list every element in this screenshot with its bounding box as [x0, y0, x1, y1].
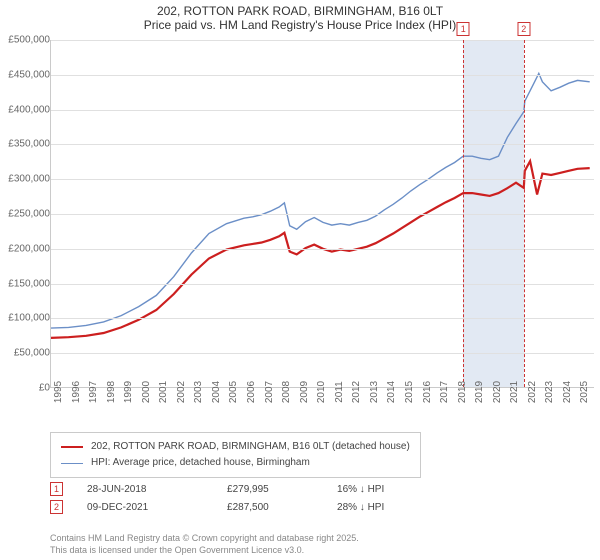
x-axis-label: 2013 — [369, 381, 380, 403]
x-axis-label: 2015 — [404, 381, 415, 403]
sale-marker-line — [524, 40, 525, 387]
chart-title: 202, ROTTON PARK ROAD, BIRMINGHAM, B16 0… — [0, 0, 600, 34]
sales-date: 28-JUN-2018 — [87, 484, 227, 495]
x-axis-label: 2019 — [474, 381, 485, 403]
gridline — [51, 179, 594, 180]
gridline — [51, 110, 594, 111]
gridline — [51, 284, 594, 285]
sales-diff: 16% ↓ HPI — [337, 484, 384, 495]
sale-marker-label: 1 — [457, 22, 470, 36]
x-axis-label: 2018 — [457, 381, 468, 403]
legend-swatch — [61, 446, 83, 448]
title-address: 202, ROTTON PARK ROAD, BIRMINGHAM, B16 0… — [0, 4, 600, 18]
sale-marker-label: 2 — [517, 22, 530, 36]
x-axis-label: 1997 — [88, 381, 99, 403]
x-axis-label: 1996 — [71, 381, 82, 403]
y-axis-label: £50,000 — [14, 348, 50, 359]
legend-label: HPI: Average price, detached house, Birm… — [91, 455, 310, 471]
x-axis-label: 1995 — [53, 381, 64, 403]
x-axis-label: 2006 — [246, 381, 257, 403]
x-axis-label: 2004 — [211, 381, 222, 403]
x-axis-label: 2003 — [193, 381, 204, 403]
series-hpi — [51, 73, 590, 328]
x-axis-label: 2024 — [562, 381, 573, 403]
legend-entry: 202, ROTTON PARK ROAD, BIRMINGHAM, B16 0… — [61, 439, 410, 455]
x-axis-label: 1999 — [123, 381, 134, 403]
sales-date: 09-DEC-2021 — [87, 502, 227, 513]
y-axis-label: £100,000 — [8, 313, 50, 324]
sales-diff: 28% ↓ HPI — [337, 502, 384, 513]
legend-label: 202, ROTTON PARK ROAD, BIRMINGHAM, B16 0… — [91, 439, 410, 455]
attribution-line2: This data is licensed under the Open Gov… — [50, 544, 359, 556]
x-axis-label: 2002 — [176, 381, 187, 403]
sales-marker: 1 — [50, 482, 63, 496]
x-axis-label: 2009 — [299, 381, 310, 403]
y-axis-label: £500,000 — [8, 35, 50, 46]
legend-entry: HPI: Average price, detached house, Birm… — [61, 455, 410, 471]
legend-swatch — [61, 463, 83, 464]
x-axis-label: 1998 — [106, 381, 117, 403]
sales-row: 1 28-JUN-2018£279,99516% ↓ HPI — [50, 480, 384, 498]
x-axis-label: 2021 — [509, 381, 520, 403]
gridline — [51, 318, 594, 319]
y-axis-label: £150,000 — [8, 278, 50, 289]
attribution: Contains HM Land Registry data © Crown c… — [50, 532, 359, 556]
sales-price: £287,500 — [227, 502, 337, 513]
attribution-line1: Contains HM Land Registry data © Crown c… — [50, 532, 359, 544]
gridline — [51, 144, 594, 145]
x-axis-label: 2023 — [544, 381, 555, 403]
gridline — [51, 353, 594, 354]
x-axis-label: 2022 — [527, 381, 538, 403]
sales-row: 2 09-DEC-2021£287,50028% ↓ HPI — [50, 498, 384, 516]
x-axis-label: 2016 — [422, 381, 433, 403]
sales-price: £279,995 — [227, 484, 337, 495]
sale-marker-line — [463, 40, 464, 387]
y-axis-label: £300,000 — [8, 174, 50, 185]
sales-marker: 2 — [50, 500, 63, 514]
x-axis-label: 2020 — [492, 381, 503, 403]
x-axis-label: 2010 — [316, 381, 327, 403]
y-axis-label: £450,000 — [8, 69, 50, 80]
gridline — [51, 75, 594, 76]
x-axis-label: 2025 — [579, 381, 590, 403]
chart-container: 202, ROTTON PARK ROAD, BIRMINGHAM, B16 0… — [0, 0, 600, 560]
gridline — [51, 249, 594, 250]
title-subtitle: Price paid vs. HM Land Registry's House … — [0, 18, 600, 32]
y-axis-label: £0 — [39, 383, 50, 394]
gridline — [51, 214, 594, 215]
sales-table: 1 28-JUN-2018£279,99516% ↓ HPI 2 09-DEC-202… — [50, 480, 384, 516]
y-axis-label: £250,000 — [8, 209, 50, 220]
gridline — [51, 40, 594, 41]
x-axis-label: 2017 — [439, 381, 450, 403]
plot-area: 12 — [50, 40, 594, 388]
x-axis-label: 2005 — [228, 381, 239, 403]
y-axis-label: £350,000 — [8, 139, 50, 150]
legend: 202, ROTTON PARK ROAD, BIRMINGHAM, B16 0… — [50, 432, 421, 478]
x-axis-label: 2000 — [141, 381, 152, 403]
x-axis-label: 2012 — [351, 381, 362, 403]
x-axis-label: 2007 — [264, 381, 275, 403]
x-axis-label: 2011 — [334, 381, 345, 403]
x-axis-label: 2001 — [158, 381, 169, 403]
x-axis-label: 2008 — [281, 381, 292, 403]
y-axis-label: £400,000 — [8, 104, 50, 115]
y-axis-label: £200,000 — [8, 243, 50, 254]
x-axis-label: 2014 — [386, 381, 397, 403]
